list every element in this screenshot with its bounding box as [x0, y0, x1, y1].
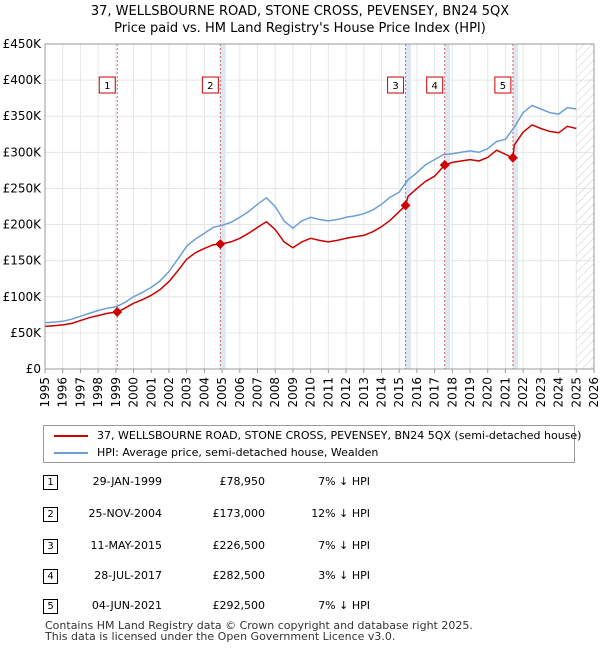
- row-hpi-diff: 3% ↓ HPI: [318, 569, 370, 582]
- chart: 1 2 3 4 5 £0 £50K £100K £150K £200K £250K £300K £35…: [3, 37, 600, 408]
- row-hpi-diff: 7% ↓ HPI: [318, 475, 370, 488]
- x-tick-label: 2003: [180, 377, 194, 408]
- x-tick-label: 1997: [73, 377, 87, 408]
- table-row: 1 29-JAN-1999 £78,950 7% ↓ HPI: [0, 472, 600, 492]
- row-number-badge: 1: [43, 475, 58, 490]
- legend-hpi-label: HPI: Average price, semi-detached house,…: [97, 446, 379, 459]
- footer-line2: This data is licensed under the Open Gov…: [45, 630, 396, 643]
- price-series-line: [44, 124, 577, 328]
- table-row: 4 28-JUL-2017 £282,500 3% ↓ HPI: [0, 566, 600, 586]
- x-tick-label: 2018: [445, 377, 459, 408]
- x-tick-label: 2024: [552, 377, 566, 408]
- row-price: £78,950: [219, 475, 266, 488]
- x-tick-label: 2005: [215, 377, 229, 408]
- footer: Contains HM Land Registry data © Crown c…: [45, 620, 473, 642]
- x-tick-label: 2009: [286, 377, 300, 408]
- x-tick-label: 2016: [410, 377, 424, 408]
- legend: 37, WELLSBOURNE ROAD, STONE CROSS, PEVEN…: [43, 425, 581, 463]
- x-tick-label: 2019: [463, 377, 477, 408]
- sale-shade: [444, 44, 451, 369]
- row-hpi-diff: 7% ↓ HPI: [318, 599, 370, 612]
- row-number-badge: 5: [43, 599, 58, 614]
- x-tick-label: 2015: [392, 377, 406, 408]
- sale-shade: [220, 44, 226, 369]
- legend-price-label: 37, WELLSBOURNE ROAD, STONE CROSS, PEVEN…: [97, 429, 582, 442]
- row-price: £226,500: [212, 539, 266, 552]
- x-tick-label: 2001: [144, 377, 158, 408]
- x-tick-label: 2023: [534, 377, 548, 408]
- x-tick-label: 2002: [162, 377, 176, 408]
- row-number-badge: 4: [43, 569, 58, 584]
- x-tick-label: 2011: [321, 377, 335, 408]
- x-tick-label: 2026: [587, 377, 600, 408]
- row-date: 04-JUN-2021: [91, 599, 162, 612]
- row-number-badge: 3: [43, 539, 58, 554]
- y-tick-label: £350K: [3, 109, 43, 123]
- future-hatch: [576, 44, 594, 369]
- x-tick-label: 1998: [91, 377, 105, 408]
- x-tick-label: 2007: [251, 377, 265, 408]
- sale-shade: [512, 44, 519, 369]
- footer-line1: Contains HM Land Registry data © Crown c…: [45, 619, 473, 632]
- x-tick-label: 2020: [481, 377, 495, 408]
- sale-label-box: [494, 76, 512, 94]
- row-hpi-diff: 12% ↓ HPI: [311, 507, 370, 520]
- chart-title: 37, WELLSBOURNE ROAD, STONE CROSS, PEVEN…: [0, 3, 600, 37]
- row-date: 11-MAY-2015: [90, 539, 162, 552]
- y-tick-label: £150K: [3, 254, 43, 268]
- y-tick-label: £450K: [3, 37, 43, 51]
- title-line2: Price paid vs. HM Land Registry's House …: [114, 21, 486, 36]
- y-tick-label: £400K: [3, 73, 43, 87]
- x-tick-label: 2014: [374, 377, 388, 408]
- row-price: £282,500: [212, 569, 266, 582]
- x-tick-label: 2008: [268, 377, 282, 408]
- row-number-badge: 2: [43, 507, 58, 522]
- sale-point: [112, 307, 123, 317]
- x-tick-label: 2013: [357, 377, 371, 408]
- row-price: £173,000: [212, 507, 266, 520]
- legend-hpi-swatch: [54, 452, 88, 454]
- y-tick-label: £0: [26, 362, 41, 376]
- sale-point: [400, 200, 411, 211]
- y-tick-label: £50K: [10, 326, 42, 340]
- x-tick-label: 2010: [304, 377, 318, 408]
- sale-label: 4: [432, 81, 438, 92]
- legend-price-swatch: [54, 435, 88, 437]
- title-line1: 37, WELLSBOURNE ROAD, STONE CROSS, PEVEN…: [90, 4, 510, 19]
- sale-label: 5: [500, 81, 506, 92]
- row-date: 28-JUL-2017: [94, 569, 162, 582]
- x-tick-label: 2004: [197, 377, 211, 408]
- row-price: £292,500: [212, 599, 266, 612]
- table-row: 2 25-NOV-2004 £173,000 12% ↓ HPI: [0, 504, 600, 524]
- sale-label-box: [98, 76, 116, 94]
- row-hpi-diff: 7% ↓ HPI: [318, 539, 370, 552]
- sale-label-box: [387, 76, 405, 94]
- sale-point: [439, 160, 450, 170]
- x-tick-label: 2021: [498, 377, 512, 408]
- sale-point: [215, 239, 226, 250]
- table-row: 3 11-MAY-2015 £226,500 7% ↓ HPI: [0, 536, 600, 556]
- x-tick-label: 2012: [339, 377, 353, 408]
- x-tick-label: 2022: [516, 377, 530, 408]
- sale-label-box: [201, 76, 219, 94]
- x-tick-label: 1995: [38, 377, 52, 408]
- x-tick-label: 2025: [569, 377, 583, 408]
- row-date: 29-JAN-1999: [92, 475, 162, 488]
- hpi-series-line: [44, 104, 577, 324]
- y-tick-label: £250K: [3, 181, 43, 195]
- sale-label: 1: [104, 81, 110, 92]
- x-tick-label: 1996: [56, 377, 70, 408]
- x-tick-label: 2000: [127, 377, 141, 408]
- sale-label: 2: [207, 81, 213, 92]
- sale-label: 3: [392, 81, 398, 92]
- x-tick-label: 1999: [109, 377, 123, 408]
- y-tick-label: £300K: [3, 145, 43, 159]
- row-date: 25-NOV-2004: [88, 507, 162, 520]
- sale-label-box: [426, 76, 444, 94]
- x-tick-label: 2006: [233, 377, 247, 408]
- x-tick-label: 2017: [428, 377, 442, 408]
- y-tick-label: £100K: [3, 290, 43, 304]
- y-tick-label: £200K: [3, 218, 43, 232]
- table-row: 5 04-JUN-2021 £292,500 7% ↓ HPI: [0, 596, 600, 616]
